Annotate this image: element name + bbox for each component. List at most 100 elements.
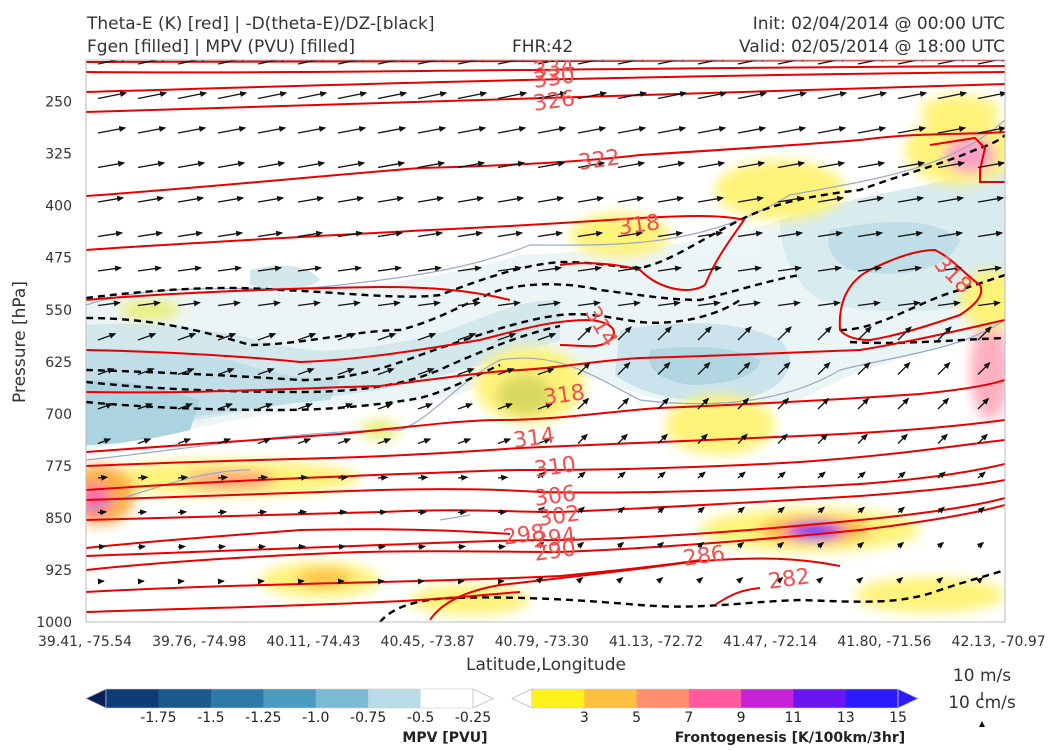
wind-arrow [937, 326, 952, 341]
wind-arrow [977, 195, 1005, 203]
wind-arrow [577, 326, 592, 341]
wind-arrow [337, 160, 366, 169]
wind-arrow [977, 265, 1002, 272]
wind-arrow [137, 265, 162, 272]
colorbar-swatch [263, 689, 317, 708]
wind-arrow [737, 265, 762, 272]
wind-arrow [936, 541, 945, 549]
wind-arrow [97, 300, 121, 307]
wind-arrow [457, 438, 472, 445]
wind-arrow [937, 230, 964, 238]
wind-arrow [177, 230, 204, 238]
wind-legend-ms: 10 m/s [953, 666, 1011, 686]
wind-arrow [977, 230, 1004, 238]
wind-arrow [257, 438, 272, 445]
wind-arrow [337, 195, 365, 203]
wind-arrow [377, 265, 402, 272]
wind-arrow [457, 578, 465, 585]
wind-arrow [257, 60, 289, 65]
wind-arrow [697, 433, 708, 444]
wind-arrow [977, 160, 1005, 169]
wind-arrow [377, 195, 405, 203]
wind-arrow [417, 160, 446, 169]
wind-arrow [297, 300, 321, 307]
wind-arrow [777, 126, 807, 134]
wind-arrow [737, 471, 746, 479]
wind-arrow [217, 578, 225, 585]
wind-arrow [337, 230, 364, 238]
wind-arrow [815, 577, 824, 584]
wind-arrow [577, 126, 607, 134]
wind-arrow [257, 543, 266, 550]
wind-arrow [817, 60, 849, 65]
wind-arrow [736, 541, 745, 549]
wind-arrow [457, 543, 466, 550]
wind-arrow [457, 368, 475, 376]
wind-arrow [857, 126, 887, 134]
wind-arrow [937, 126, 967, 134]
wind-arrow [577, 300, 601, 307]
colorbar-frame [531, 688, 899, 709]
wind-arrow [537, 195, 565, 203]
wind-arrow [537, 91, 568, 100]
wind-arrow [537, 471, 546, 479]
wind-arrow [497, 91, 528, 100]
wind-arrow [297, 578, 305, 585]
wind-arrow [417, 300, 441, 307]
wind-arrow [897, 126, 927, 134]
wind-arrow [777, 300, 801, 307]
wind-arrow [417, 60, 449, 65]
wind-arrow [457, 403, 473, 410]
contour-label: 298 [502, 520, 547, 551]
wind-arrow [497, 60, 529, 65]
wind-arrow [97, 265, 122, 272]
wind-arrow [377, 126, 407, 134]
wind-arrow [337, 265, 362, 272]
wind-arrow [737, 160, 766, 169]
colorbar-extend-right [897, 688, 919, 709]
wind-arrow [897, 195, 925, 203]
wind-arrow [177, 578, 185, 585]
wind-arrow [537, 265, 562, 272]
wind-arrow [497, 160, 526, 169]
wind-arrow [577, 160, 606, 169]
wind-arrow [977, 471, 986, 479]
wind-arrow [857, 506, 865, 514]
wind-arrow [696, 541, 705, 549]
wind-arrow [617, 361, 631, 375]
wind-arrow [97, 332, 117, 341]
wind-arrow [617, 326, 632, 341]
wind-arrow [857, 60, 889, 65]
wind-arrow [457, 60, 489, 65]
wind-arrow [257, 91, 288, 100]
fgen-colorbar-tick: 3 [580, 710, 589, 726]
wind-arrow [537, 506, 545, 514]
wind-arrow [737, 361, 751, 375]
mpv-colorbar: -1.75 -1.5 -1.25 -1.0 -0.75 -0.5 -0.25 [85, 688, 494, 726]
wind-arrow [417, 578, 425, 585]
forecast-hour: FHR:42 [512, 37, 574, 57]
wind-arrow [577, 433, 588, 444]
wind-arrow [177, 265, 202, 272]
dthetae-dz-contours [86, 134, 1005, 622]
wind-arrow [217, 403, 233, 410]
wind-arrow [177, 91, 208, 100]
wind-arrow [897, 300, 921, 307]
wind-arrow [497, 403, 513, 410]
colorbar-extend-right [472, 688, 494, 709]
wind-arrow [897, 397, 910, 410]
wind-arrow [857, 433, 868, 444]
wind-arrow [977, 326, 992, 341]
mpv-colorbar-tick: -0.75 [350, 710, 386, 726]
wind-arrow [617, 230, 644, 238]
wind-arrow [97, 60, 129, 65]
wind-arrow [657, 126, 687, 134]
wind-arrow [217, 230, 244, 238]
x-tick-label: 39.41, -75.54 [38, 634, 132, 650]
wind-arrow [137, 195, 165, 203]
contour-label: 334 [532, 53, 577, 84]
wind-arrow [775, 577, 784, 584]
wind-arrow [417, 438, 432, 445]
wind-arrow [537, 230, 564, 238]
colorbar-swatch [420, 689, 473, 708]
